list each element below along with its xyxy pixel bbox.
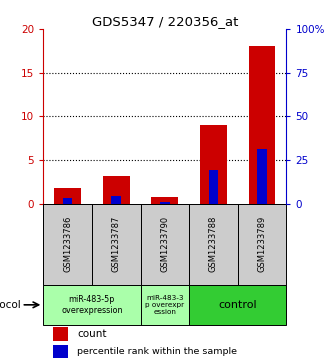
Bar	[63, 198, 73, 204]
Text: control: control	[218, 300, 257, 310]
Bar	[152, 197, 178, 204]
Bar	[257, 150, 267, 204]
Bar	[189, 285, 286, 325]
Text: count: count	[77, 329, 107, 339]
Title: GDS5347 / 220356_at: GDS5347 / 220356_at	[92, 15, 238, 28]
Text: protocol: protocol	[0, 300, 20, 310]
Text: GSM1233789: GSM1233789	[257, 216, 267, 272]
Bar	[53, 327, 68, 340]
Text: GSM1233786: GSM1233786	[63, 216, 72, 272]
Bar	[208, 170, 218, 204]
Text: GSM1233787: GSM1233787	[112, 216, 121, 272]
Bar	[103, 176, 130, 204]
Bar	[189, 204, 238, 285]
Text: GSM1233788: GSM1233788	[209, 216, 218, 272]
Text: percentile rank within the sample: percentile rank within the sample	[77, 347, 237, 356]
Bar	[238, 204, 286, 285]
Bar	[111, 196, 121, 204]
Text: miR-483-3
p overexpr
ession: miR-483-3 p overexpr ession	[145, 295, 184, 315]
Bar	[141, 285, 189, 325]
Bar	[160, 202, 170, 204]
Text: GSM1233790: GSM1233790	[160, 216, 169, 272]
Bar	[43, 204, 92, 285]
Bar	[141, 204, 189, 285]
Bar	[54, 188, 81, 204]
Bar	[43, 285, 141, 325]
Bar	[249, 46, 275, 204]
Bar	[53, 344, 68, 358]
Text: miR-483-5p
overexpression: miR-483-5p overexpression	[61, 295, 123, 314]
Bar	[200, 125, 227, 204]
Bar	[92, 204, 141, 285]
